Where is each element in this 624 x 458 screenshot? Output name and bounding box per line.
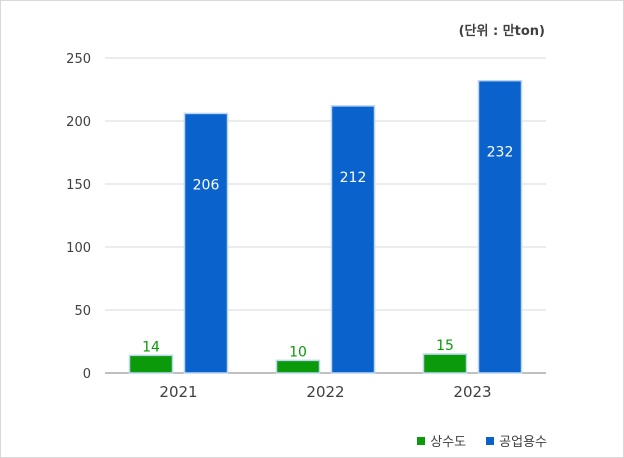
data-label-water-supply-2022: 10 [289, 344, 307, 360]
legend-item-water-supply: 상수도 [417, 431, 466, 450]
legend-label-water-supply: 상수도 [430, 435, 467, 450]
x-tick-label-2023: 2023 [453, 383, 491, 401]
legend-item-industrial-water: 공업용수 [486, 431, 547, 450]
bar-industrial-water-2021 [183, 112, 229, 374]
y-tick-label-0: 0 [83, 367, 91, 382]
legend-label-industrial-water: 공업용수 [499, 435, 547, 450]
y-tick-label-100: 100 [66, 241, 91, 256]
bar-water-supply-2021 [128, 354, 174, 374]
bar-water-supply-2022 [275, 359, 321, 374]
data-label-industrial-water-2023: 232 [487, 145, 514, 161]
legend-swatch-industrial-water [486, 436, 495, 445]
legend-swatch-water-supply [417, 436, 426, 445]
unit-label: (단위 : 만ton) [458, 24, 545, 39]
y-tick-label-200: 200 [66, 115, 91, 130]
y-tick-label-50: 50 [74, 304, 91, 319]
data-label-water-supply-2021: 14 [142, 339, 160, 355]
x-tick-label-2022: 2022 [306, 383, 344, 401]
data-label-industrial-water-2021: 206 [193, 177, 220, 193]
bar-industrial-water-2023 [477, 79, 523, 374]
data-label-water-supply-2023: 15 [436, 338, 454, 354]
data-label-industrial-water-2022: 212 [340, 170, 367, 186]
bar-water-supply-2023 [422, 353, 468, 374]
x-tick-label-2021: 2021 [159, 383, 197, 401]
legend: 상수도 공업용수 [417, 431, 547, 450]
y-tick-label-150: 150 [66, 178, 91, 193]
y-tick-label-250: 250 [66, 52, 91, 67]
bar-industrial-water-2022 [330, 105, 376, 374]
